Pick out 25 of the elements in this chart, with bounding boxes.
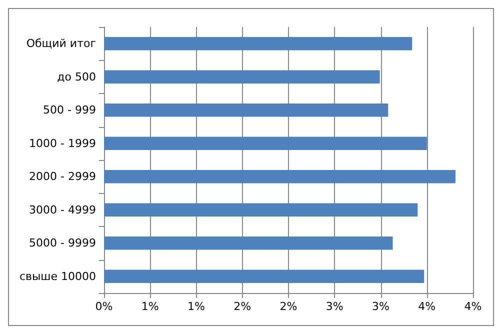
bar [104,270,424,284]
y-tick-label: 3000 - 4999 [29,203,96,216]
y-tick-label: 2000 - 2999 [29,170,96,184]
bar [104,70,380,84]
bar [104,36,412,50]
bar [104,136,427,150]
y-tick-label: 1000 - 1999 [29,136,96,150]
bar [104,203,418,217]
x-tick-label: 3% [326,300,344,313]
y-tick-label: свыше 10000 [19,270,96,283]
x-tick-label: 3% [372,300,390,313]
x-tick-label: 0% [95,300,113,313]
x-tick-label: 1% [188,300,205,313]
x-tick-label: 4% [464,300,482,313]
bar [104,103,388,117]
x-tick-label: 4% [418,300,436,313]
x-tick-label: 2% [280,300,298,313]
y-tick-label: Общий итог [26,37,96,50]
bar [104,170,456,184]
y-tick-label: 5000 - 9999 [29,236,96,250]
x-tick-label: 1% [141,300,159,313]
x-tick-label: 2% [234,300,252,313]
bar [104,236,393,250]
y-tick-label: до 500 [57,70,96,84]
y-tick-label: 500 - 999 [43,104,96,117]
